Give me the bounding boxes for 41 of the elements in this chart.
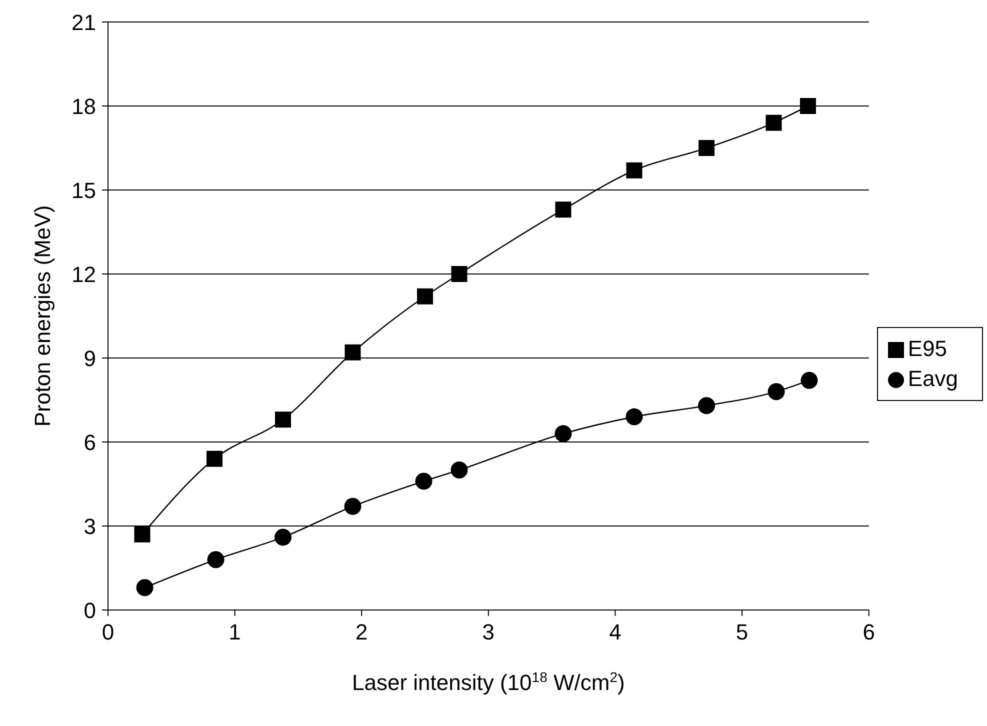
point: [554, 425, 572, 442]
legend-label: E95: [908, 336, 947, 361]
point: [800, 98, 816, 114]
point: [698, 397, 716, 414]
y-tick-label: 15: [72, 178, 96, 203]
point: [450, 462, 468, 478]
point: [134, 526, 150, 542]
x-tick-label: 4: [609, 620, 622, 645]
legend-label: Eavg: [908, 366, 958, 391]
y-tick-label: 6: [84, 430, 96, 455]
x-axis-title: Laser intensity (10$^{18}$ W/cm$^{2}$): [352, 669, 625, 695]
point: [555, 202, 572, 218]
point: [274, 528, 292, 546]
y-tick-label: 0: [84, 598, 96, 623]
point: [626, 162, 642, 178]
point: [800, 372, 818, 389]
point: [626, 408, 643, 426]
point: [136, 579, 154, 596]
point: [766, 114, 782, 131]
point: [768, 383, 785, 400]
y-tick-label: 18: [72, 94, 96, 119]
point: [344, 344, 361, 360]
y-tick-label: 9: [84, 346, 96, 371]
y-tick-label: 12: [72, 262, 96, 287]
x-tick-label: 5: [736, 620, 748, 645]
point: [207, 551, 224, 568]
point: [415, 472, 432, 490]
x-tick-label: 2: [355, 620, 368, 645]
x-tick-label: 6: [862, 620, 875, 645]
point: [344, 498, 362, 515]
y-tick-label: 3: [84, 514, 96, 539]
x-tick-label: 1: [228, 620, 241, 645]
point: [274, 412, 291, 428]
y-tick-label: 21: [72, 10, 96, 35]
x-tick-label: 0: [102, 620, 114, 645]
point: [417, 288, 434, 304]
x-tick-label: 3: [482, 620, 495, 645]
point: [206, 450, 223, 467]
point: [451, 266, 468, 282]
point: [698, 140, 715, 156]
y-axis-title: Proton energies (MeV): [30, 205, 55, 427]
